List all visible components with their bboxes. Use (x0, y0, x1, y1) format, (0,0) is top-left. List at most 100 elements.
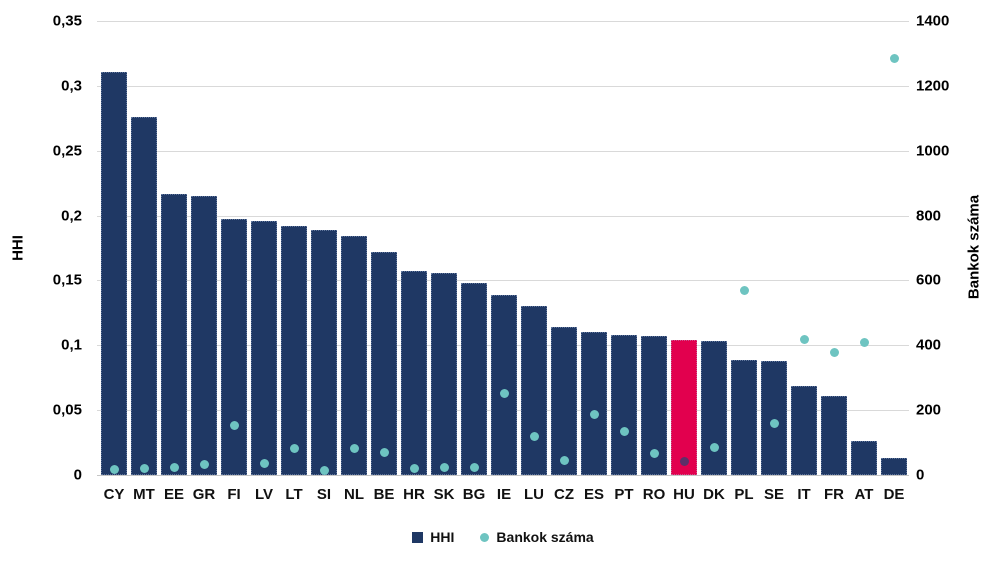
legend: HHI Bankok száma (0, 529, 1006, 545)
dot-DE (889, 53, 899, 63)
x-axis-label-CZ: CZ (554, 486, 574, 503)
gridline (97, 21, 909, 22)
x-axis-label-HR: HR (403, 486, 425, 503)
x-axis-label-MT: MT (133, 486, 155, 503)
hhi-square-marker-icon (412, 531, 424, 543)
bar-LU (521, 306, 547, 475)
dot-SE (769, 419, 779, 429)
x-axis-label-ES: ES (583, 486, 605, 503)
dot-FI (229, 420, 239, 430)
bar-CZ (551, 327, 577, 475)
x-axis-label-AT: AT (854, 486, 874, 503)
bar-ES (581, 332, 607, 475)
x-axis-label-EE: EE (163, 486, 185, 503)
dot-RO (649, 449, 659, 459)
x-axis-label-HU: HU (673, 486, 695, 503)
dot-HU (679, 456, 689, 466)
bar-DE (881, 458, 907, 475)
dot-LV (259, 459, 269, 469)
left-axis-tick: 0,1 (61, 336, 82, 354)
x-axis-label-PL: PL (734, 486, 754, 503)
right-axis-tick: 800 (916, 207, 942, 225)
left-axis-tick: 0,25 (52, 142, 82, 160)
dot-BE (379, 448, 389, 458)
legend-item-bankok-szama: Bankok száma (480, 529, 594, 545)
x-axis-label-IE: IE (496, 486, 512, 503)
bar-IE (491, 294, 517, 475)
x-axis-label-LT: LT (285, 486, 303, 503)
dot-IE (499, 389, 509, 399)
gridline (97, 215, 909, 217)
dot-PL (739, 285, 749, 295)
bar-FR (821, 395, 847, 475)
gridline (97, 475, 909, 476)
bar-BG (461, 283, 487, 475)
dot-LU (529, 432, 539, 442)
right-axis-tick: 600 (916, 271, 942, 289)
bar-DK (701, 341, 727, 475)
x-axis-label-PT: PT (614, 486, 634, 503)
dot-FR (829, 348, 839, 358)
x-axis-label-FR: FR (824, 486, 844, 503)
left-axis-tick: 0 (73, 466, 82, 484)
bar-SK (431, 272, 457, 475)
x-axis-label-SE: SE (763, 486, 785, 503)
dot-IT (799, 334, 809, 344)
dot-SK (439, 463, 449, 473)
left-axis-tick: 0,2 (61, 207, 82, 225)
gridline (97, 150, 909, 152)
x-axis-label-CY: CY (103, 486, 125, 503)
gridline (97, 85, 909, 87)
bar-PL (731, 359, 757, 475)
x-axis-label-LV: LV (254, 486, 274, 503)
dot-CY (109, 464, 119, 474)
bar-BE (371, 251, 397, 475)
legend-label-bankok-szama: Bankok száma (496, 529, 594, 545)
right-axis-tick: 1400 (916, 12, 950, 30)
dot-DK (709, 442, 719, 452)
x-axis-label-RO: RO (642, 486, 666, 503)
x-axis-label-DE: DE (883, 486, 905, 503)
dot-EE (169, 463, 179, 473)
gridline (97, 280, 909, 282)
bar-NL (341, 236, 367, 475)
bankok-szama-dot-marker-icon (480, 532, 490, 542)
dot-CZ (559, 455, 569, 465)
bar-CY (101, 71, 127, 475)
left-axis-tick: 0,35 (52, 12, 82, 30)
bar-SI (311, 229, 337, 475)
plot-area (97, 21, 909, 476)
legend-item-hhi: HHI (412, 529, 454, 545)
dot-ES (589, 410, 599, 420)
x-axis-label-GR: GR (192, 486, 216, 503)
right-axis-tick: 1000 (916, 142, 950, 160)
bar-HU (671, 340, 697, 475)
right-axis-tick: 200 (916, 401, 942, 419)
right-axis-title: Bankok száma (965, 194, 983, 300)
bar-LT (281, 225, 307, 475)
dot-LT (289, 443, 299, 453)
x-axis-label-BG: BG (462, 486, 486, 503)
bar-EE (161, 193, 187, 475)
bar-AT (851, 441, 877, 475)
x-axis-label-BE: BE (373, 486, 395, 503)
bar-HR (401, 271, 427, 475)
bar-LV (251, 220, 277, 475)
x-axis-label-NL: NL (344, 486, 364, 503)
bar-FI (221, 219, 247, 475)
dot-SI (319, 465, 329, 475)
bar-IT (791, 385, 817, 475)
right-axis-tick: 1200 (916, 77, 950, 95)
dot-GR (199, 459, 209, 469)
x-axis-label-SI: SI (316, 486, 332, 503)
left-axis-tick: 0,05 (52, 401, 82, 419)
dot-HR (409, 463, 419, 473)
dot-BG (469, 462, 479, 472)
x-axis-label-SK: SK (433, 486, 455, 503)
bar-MT (131, 117, 157, 475)
dot-PT (619, 427, 629, 437)
left-axis-tick: 0,3 (61, 77, 82, 95)
right-axis-tick: 400 (916, 336, 942, 354)
x-axis-label-IT: IT (797, 486, 811, 503)
